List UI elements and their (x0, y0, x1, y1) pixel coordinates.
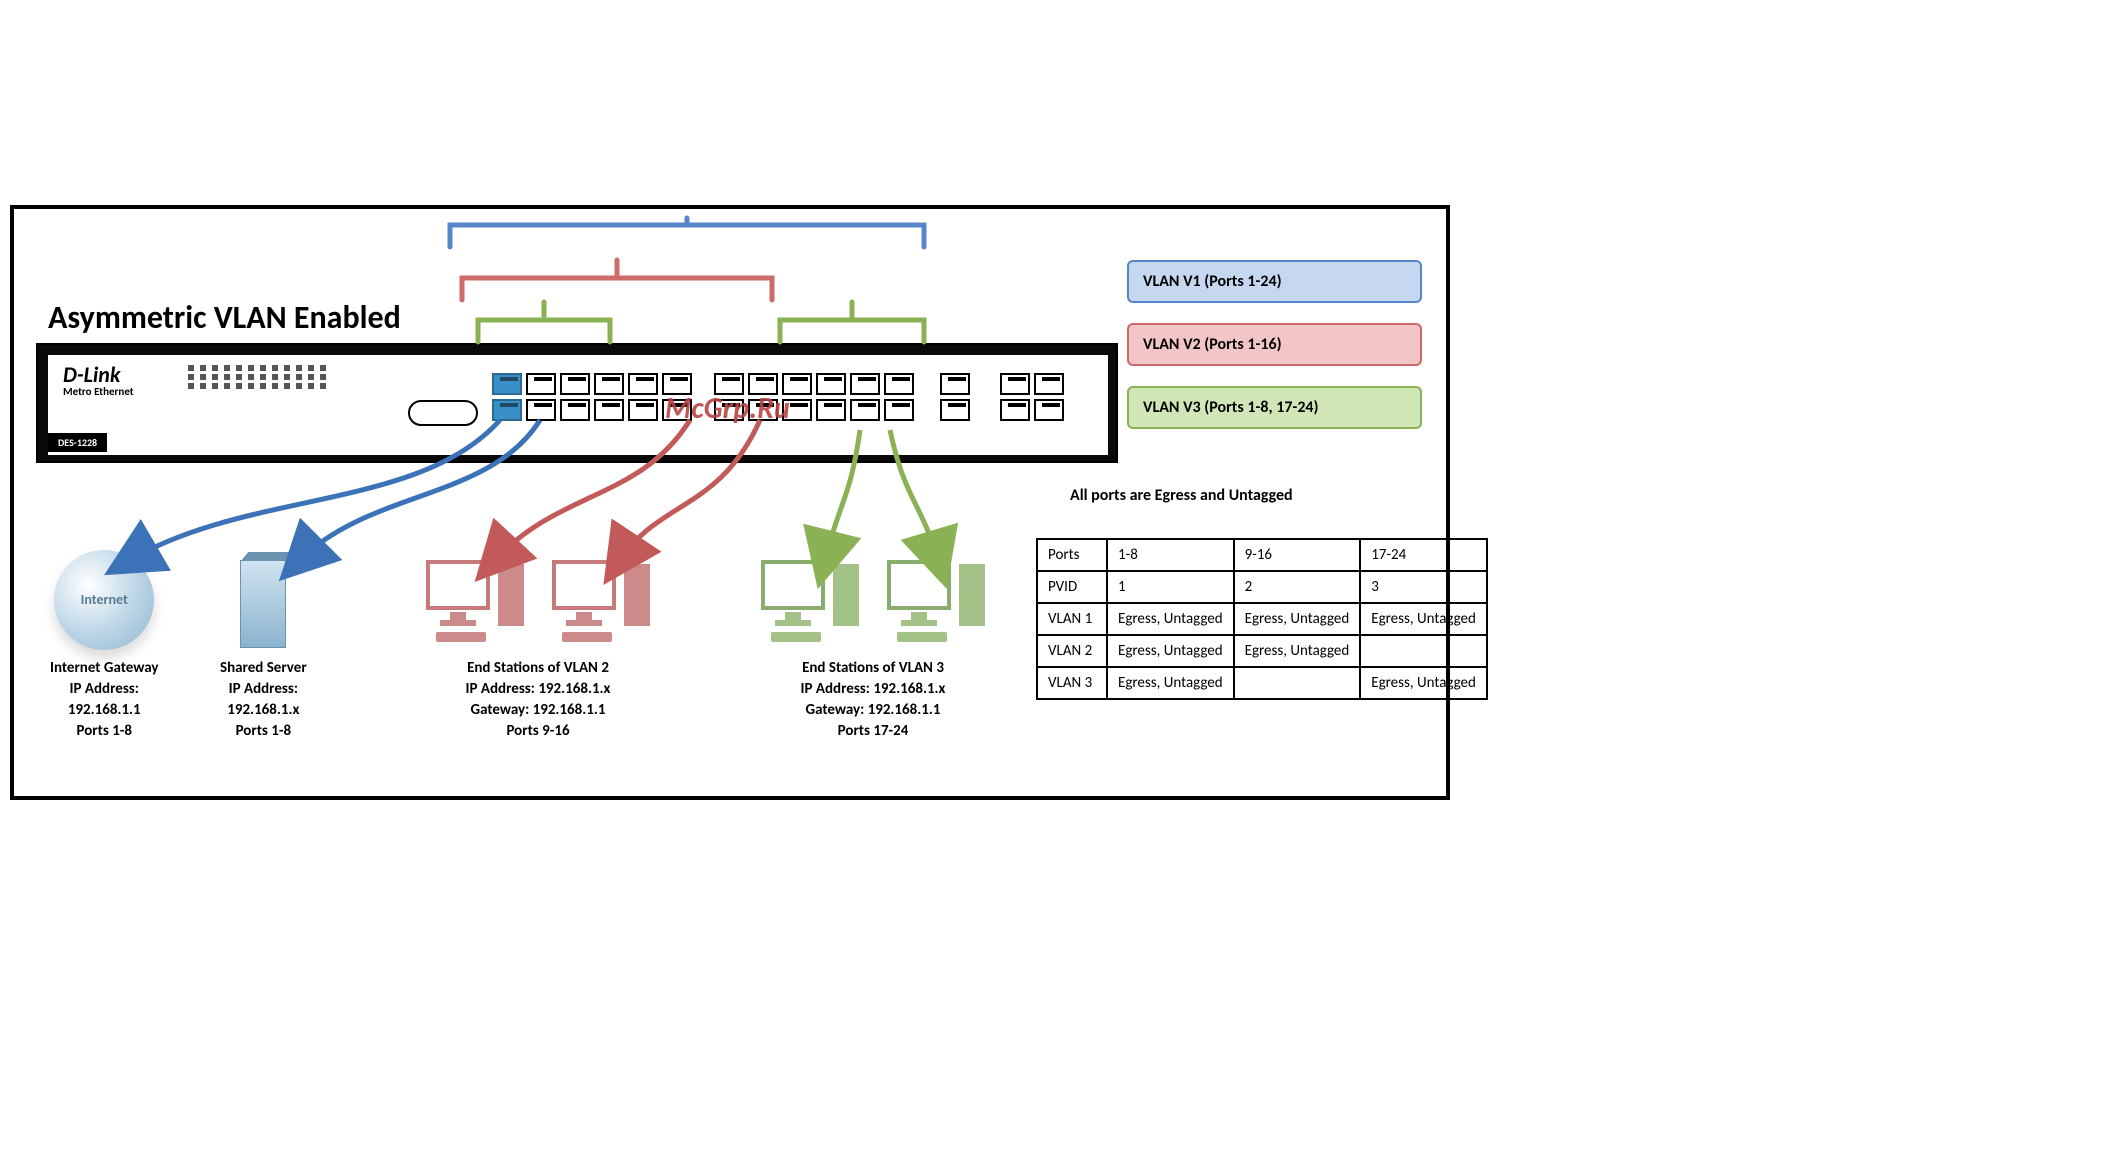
switch-port (850, 399, 880, 421)
table-row: VLAN 3 Egress, Untagged Egress, Untagged (1037, 667, 1487, 699)
switch-subtitle: Metro Ethernet (63, 385, 134, 398)
table-row: PVID 1 2 3 (1037, 571, 1487, 603)
table-cell: Egress, Untagged (1107, 603, 1234, 635)
switch-port (560, 399, 590, 421)
pc-icon (546, 550, 656, 650)
switch-port (940, 373, 970, 395)
vlan2-stations: End Stations of VLAN 2 IP Address: 192.1… (420, 550, 656, 742)
table-cell: VLAN 3 (1037, 667, 1107, 699)
table-cell (1360, 635, 1487, 667)
switch-model: DES-1228 (48, 433, 107, 452)
switch-port (940, 399, 970, 421)
switch-port (628, 399, 658, 421)
switch-port (492, 373, 522, 395)
vlan-legend-label: VLAN V1 (Ports 1-24) (1143, 272, 1282, 291)
switch-port (850, 373, 880, 395)
switch-port (1034, 399, 1064, 421)
switch-port (560, 373, 590, 395)
network-switch: D-Link Metro Ethernet DES-1228 (36, 343, 1118, 463)
switch-brand: D-Link (63, 361, 120, 388)
pc-icon (881, 550, 991, 650)
switch-port (594, 373, 624, 395)
pc-icon (420, 550, 530, 650)
table-cell: Egress, Untagged (1234, 603, 1361, 635)
switch-port (884, 373, 914, 395)
watermark: McGrp.Ru (665, 390, 790, 427)
device-label: End Stations of VLAN 2 IP Address: 192.1… (420, 658, 656, 742)
switch-port (628, 373, 658, 395)
table-cell: Egress, Untagged (1107, 667, 1234, 699)
table-cell: Egress, Untagged (1360, 667, 1487, 699)
switch-port (816, 373, 846, 395)
table-cell: PVID (1037, 571, 1107, 603)
device-label: End Stations of VLAN 3 IP Address: 192.1… (755, 658, 991, 742)
port-block-1 (492, 373, 692, 421)
switch-port (492, 399, 522, 421)
globe-label: Internet (54, 590, 154, 610)
shared-server-device: Shared Server IP Address: 192.168.1.x Po… (220, 550, 307, 742)
device-label: Internet Gateway IP Address: 192.168.1.1… (50, 658, 158, 742)
page: Asymmetric VLAN Enabled D-Link Metro Eth… (0, 0, 2106, 1176)
table-cell: 2 (1234, 571, 1361, 603)
switch-port (594, 399, 624, 421)
vlan-legend-v2: VLAN V2 (Ports 1-16) (1127, 323, 1422, 366)
pc-icon (755, 550, 865, 650)
table-header-cell: 1-8 (1107, 539, 1234, 571)
internet-gateway-device: Internet Internet Gateway IP Address: 19… (50, 550, 158, 742)
table-cell: 3 (1360, 571, 1487, 603)
vlan-legend-label: VLAN V2 (Ports 1-16) (1143, 335, 1282, 354)
vlan-legend-label: VLAN V3 (Ports 1-8, 17-24) (1143, 398, 1319, 417)
port-block-combo (940, 373, 970, 421)
table-cell: Egress, Untagged (1360, 603, 1487, 635)
switch-port (884, 399, 914, 421)
table-row: Ports 1-8 9-16 17-24 (1037, 539, 1487, 571)
diagram-title: Asymmetric VLAN Enabled (48, 298, 401, 337)
vlan-legend-v3: VLAN V3 (Ports 1-8, 17-24) (1127, 386, 1422, 429)
vlan3-stations: End Stations of VLAN 3 IP Address: 192.1… (755, 550, 991, 742)
table-header-cell: Ports (1037, 539, 1107, 571)
switch-port (526, 399, 556, 421)
switch-led-block (188, 365, 388, 415)
table-row: VLAN 2 Egress, Untagged Egress, Untagged (1037, 635, 1487, 667)
switch-port (1000, 373, 1030, 395)
table-cell: VLAN 2 (1037, 635, 1107, 667)
vlan-config-table: Ports 1-8 9-16 17-24 PVID 1 2 3 VLAN 1 E… (1036, 538, 1488, 700)
serial-port-icon (408, 400, 478, 426)
table-cell: 1 (1107, 571, 1234, 603)
table-header-cell: 9-16 (1234, 539, 1361, 571)
server-icon (235, 550, 291, 650)
globe-icon: Internet (54, 550, 154, 650)
table-cell: Egress, Untagged (1234, 635, 1361, 667)
table-row: VLAN 1 Egress, Untagged Egress, Untagged… (1037, 603, 1487, 635)
table-cell (1234, 667, 1361, 699)
switch-port (526, 373, 556, 395)
vlan-legend-v1: VLAN V1 (Ports 1-24) (1127, 260, 1422, 303)
table-cell: Egress, Untagged (1107, 635, 1234, 667)
device-label: Shared Server IP Address: 192.168.1.x Po… (220, 658, 307, 742)
switch-port (1000, 399, 1030, 421)
table-header-cell: 17-24 (1360, 539, 1487, 571)
switch-faceplate: D-Link Metro Ethernet DES-1228 (48, 355, 1108, 455)
port-block-sfp (1000, 373, 1064, 421)
egress-note: All ports are Egress and Untagged (1070, 486, 1293, 505)
switch-port (816, 399, 846, 421)
table-cell: VLAN 1 (1037, 603, 1107, 635)
switch-port (1034, 373, 1064, 395)
